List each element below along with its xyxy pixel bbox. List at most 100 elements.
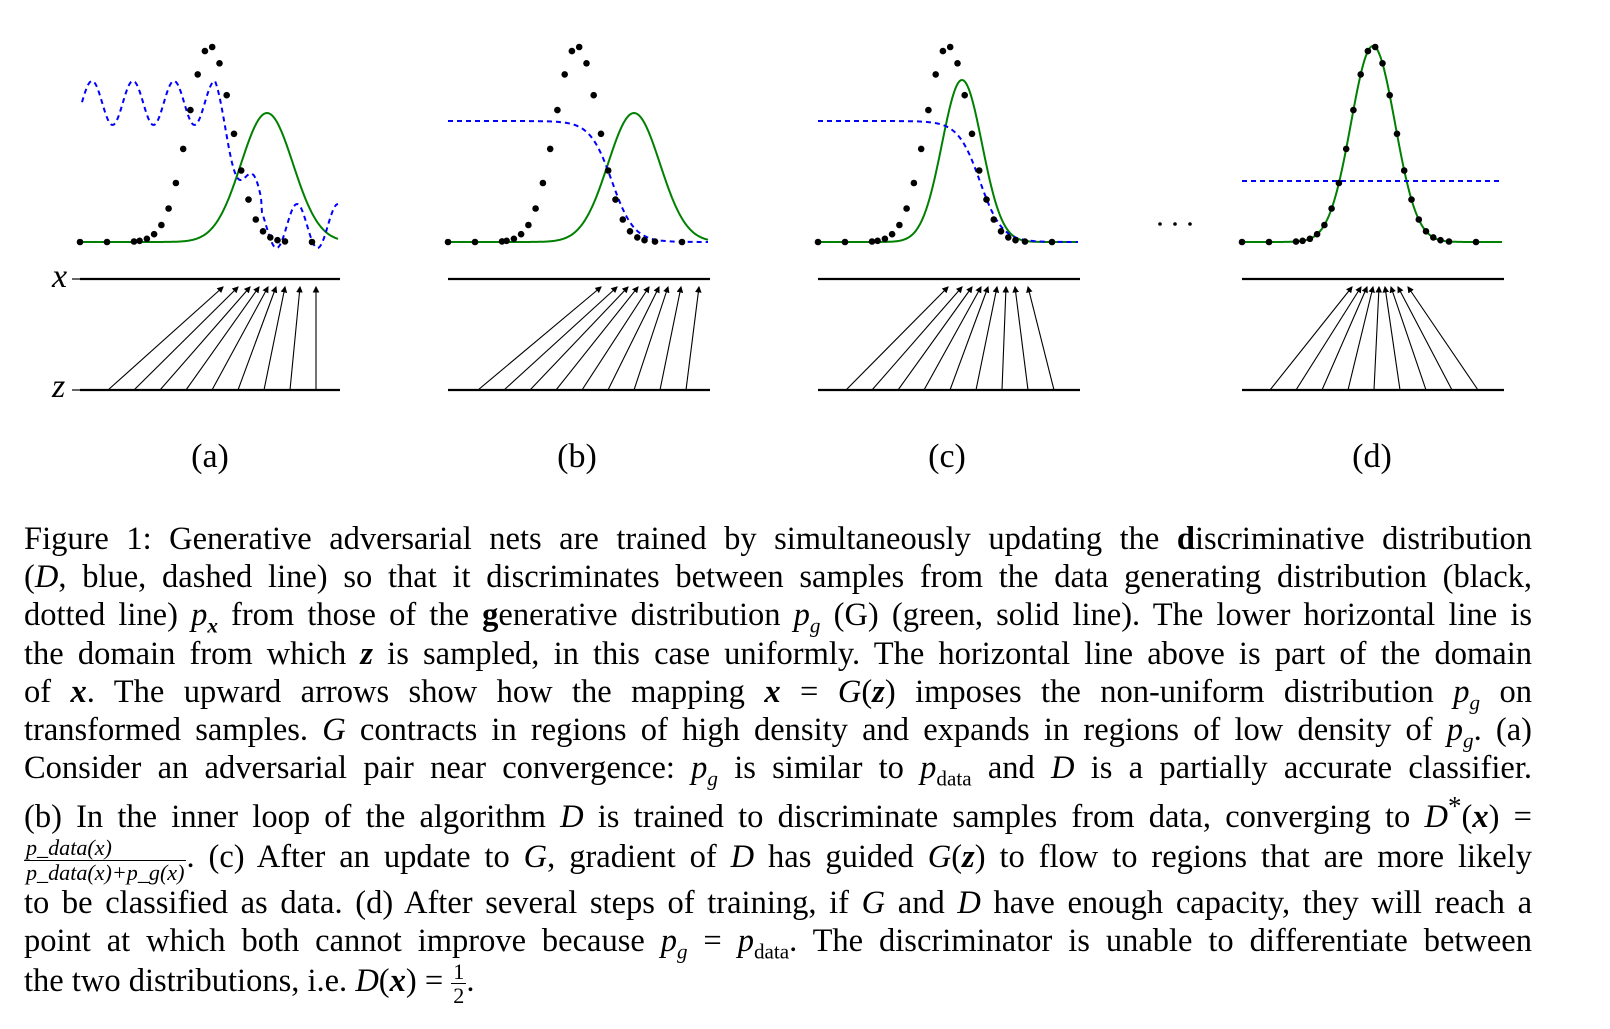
gan-figure: x z · · · (a) (b) (c) (d) — [0, 0, 1610, 500]
math-symbol: x — [764, 673, 781, 710]
math-symbol: G — [927, 839, 952, 876]
caption-text: ) imposes the non-uniform distribution — [884, 673, 1454, 710]
caption-text: ( — [24, 559, 35, 596]
mapping-arrow — [659, 285, 684, 391]
mapping-arrow — [1397, 286, 1453, 391]
optimal-discriminator-fraction: p_data(x) p_data(x)+p_g(x) — [24, 836, 187, 885]
caption-text: , gradient of — [547, 839, 731, 876]
mapping-arrow — [1295, 286, 1362, 391]
data-distribution-dot — [1292, 238, 1300, 245]
math-symbol: D — [957, 884, 981, 921]
data-distribution-dot — [1350, 106, 1357, 114]
mapping-arrow — [529, 286, 629, 391]
data-distribution-dot — [1321, 221, 1328, 229]
data-distribution-dot — [1445, 238, 1453, 245]
caption-text: dotted line) — [24, 597, 192, 634]
data-distribution-dot — [510, 235, 518, 243]
math-symbol: x — [389, 963, 406, 1000]
data-distribution-dot — [1265, 238, 1273, 246]
caption-line-11: point at which both cannot improve becau… — [24, 922, 1532, 962]
math-symbol: p — [793, 597, 810, 634]
math-symbol: p — [660, 923, 677, 960]
fraction-numerator: p_data(x) — [24, 836, 187, 861]
data-distribution-dot — [172, 179, 180, 187]
data-distribution-dot — [1357, 71, 1364, 78]
caption-text: point at which both cannot improve becau… — [24, 923, 661, 960]
math-superscript: * — [1448, 791, 1462, 822]
data-distribution-dot — [498, 238, 506, 245]
data-distribution-dot — [546, 145, 554, 153]
fraction-numerator: 1 — [451, 959, 467, 985]
data-distribution-dot — [626, 228, 634, 235]
data-distribution-dot — [1472, 238, 1480, 246]
caption-text: from those of the — [217, 597, 483, 634]
mapping-arrow — [975, 285, 1000, 391]
panel-label-d: (d) — [1352, 438, 1392, 475]
caption-text: transformed samples. — [24, 712, 323, 749]
data-distribution-dot — [158, 221, 165, 229]
caption-text: ( — [378, 963, 390, 1000]
data-distribution-dot — [201, 47, 209, 55]
data-distribution-dot — [975, 167, 983, 174]
caption-text: enerative distribution — [498, 597, 794, 634]
data-distribution-dot — [678, 238, 686, 246]
discriminator-curve-c — [818, 120, 1078, 243]
discriminator-curve-a — [81, 79, 339, 249]
caption-text: ( — [951, 839, 963, 876]
math-symbol: G — [322, 712, 346, 749]
caption-line-6: transformed samples. G contracts in regi… — [24, 711, 1532, 751]
data-distribution-dot — [554, 106, 561, 114]
data-distribution-dot — [245, 196, 252, 203]
data-distribution-dot — [1335, 179, 1343, 187]
data-distribution-dot — [1313, 230, 1321, 238]
data-distribution-dot — [932, 71, 939, 78]
mapping-arrow — [477, 286, 602, 391]
figure-number: Figure 1: — [24, 521, 152, 557]
data-distribution-dot — [1048, 238, 1056, 246]
math-symbol: D — [730, 839, 755, 876]
math-subscript: x — [207, 613, 218, 638]
data-distribution-dot — [1400, 167, 1408, 174]
data-distribution-dot — [925, 106, 932, 114]
data-distribution-dot — [1005, 234, 1012, 241]
x-axis-label: x — [52, 258, 68, 295]
math-subscript: g — [707, 766, 718, 791]
data-distribution-dot — [1328, 205, 1335, 212]
data-distribution-dot — [136, 237, 143, 245]
caption-text: = — [687, 923, 738, 960]
data-distribution-dot — [223, 91, 230, 99]
data-distribution-dot — [910, 179, 918, 187]
data-distribution-dot — [814, 238, 822, 246]
mapping-arrow — [1373, 285, 1383, 391]
mapping-arrow — [1347, 285, 1375, 391]
data-distribution-dot — [194, 71, 201, 78]
data-distribution-dot — [444, 238, 452, 246]
mapping-arrow — [685, 285, 702, 391]
data-distribution-dot — [946, 43, 954, 51]
mapping-arrow — [159, 286, 251, 391]
mapping-arrow — [211, 286, 269, 391]
generator-distribution-curve-a — [80, 111, 339, 243]
fraction-denominator: p_data(x)+p_g(x) — [26, 859, 185, 885]
mapping-arrow — [581, 286, 650, 391]
math-symbol: G — [837, 673, 862, 710]
mapping-arrow — [185, 286, 260, 391]
data-distribution-dot — [1021, 238, 1029, 245]
data-distribution-dot — [1379, 60, 1386, 67]
math-symbol: x — [70, 673, 87, 710]
generator-distribution-curve-d — [1242, 44, 1502, 243]
data-distribution-dot — [252, 216, 260, 223]
generator-distribution-curve-b — [448, 111, 709, 243]
data-distribution-dot — [1437, 236, 1444, 244]
data-distribution-dot — [165, 205, 172, 212]
data-distribution-dot — [1415, 216, 1423, 223]
mapping-arrow — [237, 285, 278, 391]
data-distribution-dot — [868, 238, 876, 245]
caption-text: (G) (green, solid line). The lower horiz… — [820, 597, 1533, 634]
mapping-arrow — [897, 286, 973, 391]
data-distribution-dot — [525, 221, 532, 229]
math-symbol: p — [920, 750, 937, 787]
caption-line-1: Figure 1: Generative adversarial nets ar… — [24, 520, 1532, 558]
data-distribution-dot — [274, 236, 281, 244]
